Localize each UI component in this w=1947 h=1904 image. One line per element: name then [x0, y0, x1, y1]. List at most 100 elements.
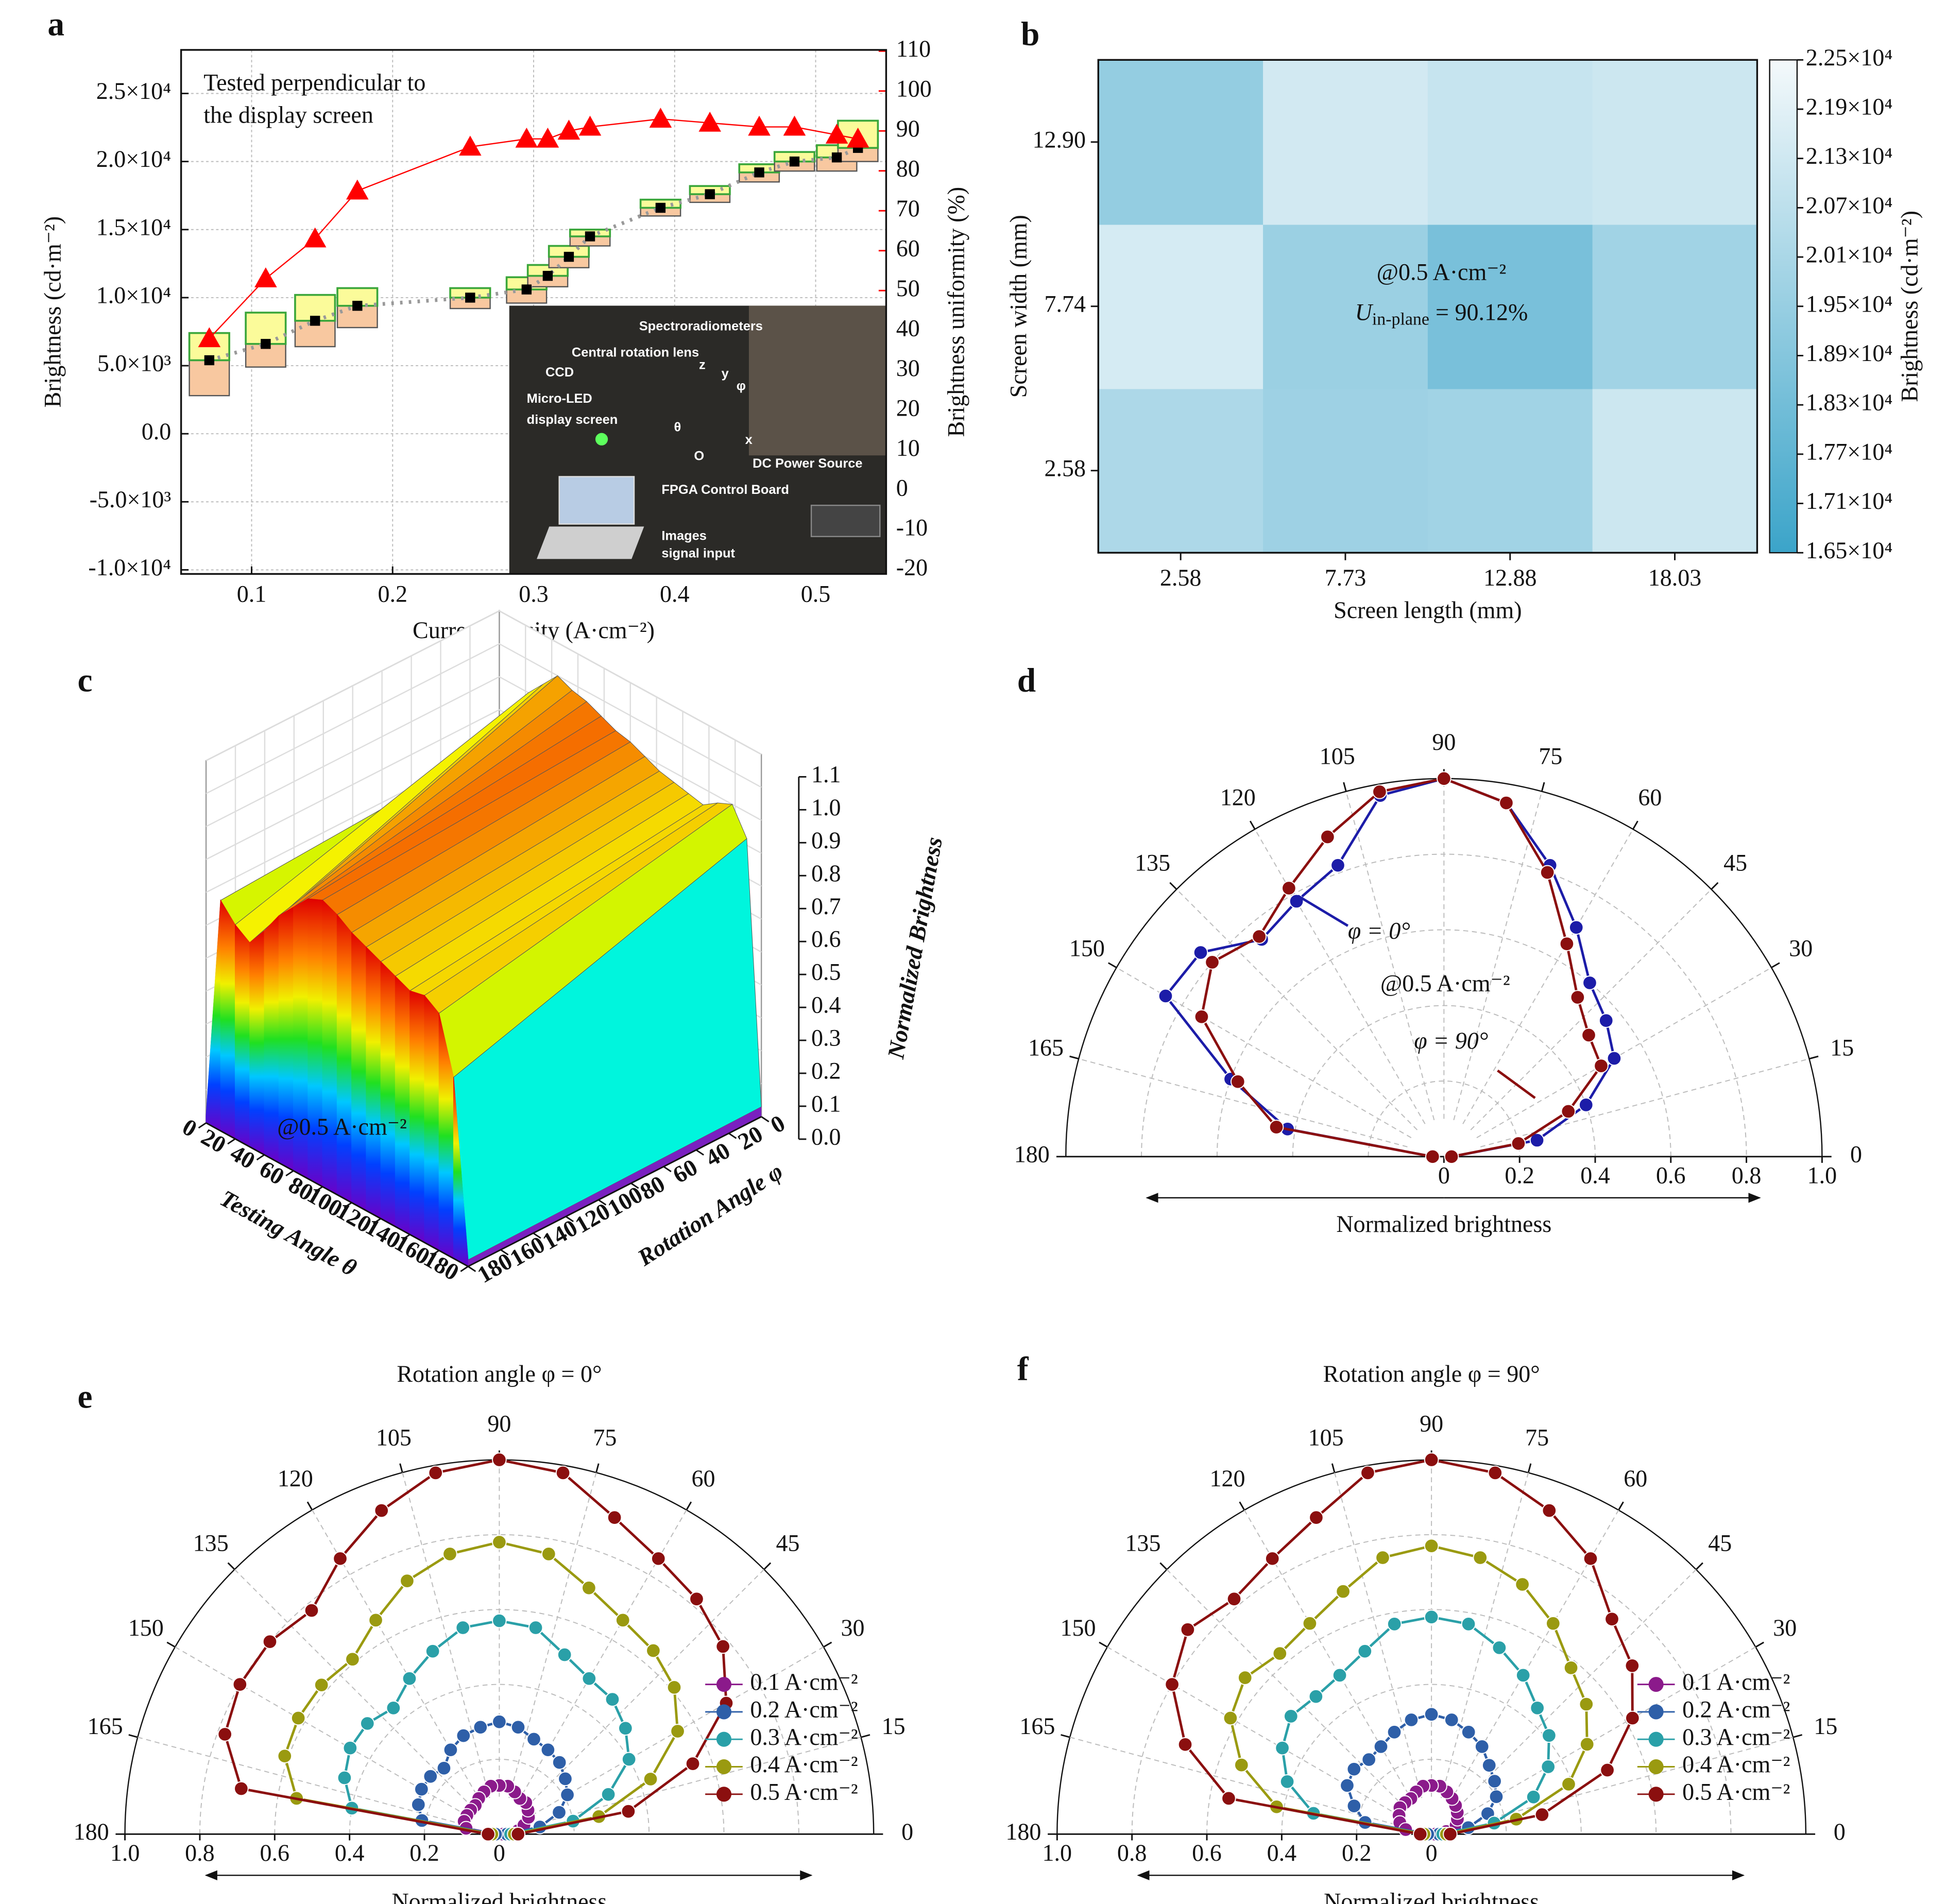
y2-tick-label: 20 — [896, 394, 920, 421]
mean-marker — [261, 339, 271, 349]
polar-point — [1424, 1538, 1439, 1553]
angle-tick-label: 165 — [1019, 1713, 1055, 1739]
mean-marker — [705, 189, 715, 199]
polar-point — [1221, 1791, 1236, 1806]
mean-marker — [542, 270, 553, 281]
polar-point — [1230, 1074, 1245, 1089]
legend-marker — [716, 1677, 732, 1692]
polar-point — [1332, 1668, 1347, 1683]
x-tick — [344, 1202, 352, 1209]
polar-point — [1424, 1707, 1439, 1722]
z-tick-label: 0.9 — [811, 827, 841, 853]
polar-point — [541, 1547, 556, 1562]
box-lower — [189, 359, 230, 397]
polar-point — [607, 1510, 622, 1525]
y-tick-label: 7.74 — [1045, 290, 1086, 317]
radial-grid — [1281, 1684, 1582, 1834]
angle-grid — [1476, 967, 1772, 1138]
polar-point — [528, 1620, 543, 1635]
legend-label: 0.5 A·cm⁻² — [1682, 1778, 1790, 1805]
y-axis-label: Brightness (cd·m⁻²) — [39, 216, 65, 408]
x-tick-label: 18.03 — [1648, 564, 1702, 591]
colorbar-tick-label: 1.77×10⁴ — [1806, 438, 1893, 465]
radial-tick-label: 0.2 — [1505, 1162, 1534, 1189]
polar-point — [1413, 1827, 1428, 1842]
angle-tick — [306, 1501, 313, 1511]
polar-point — [1578, 1097, 1594, 1112]
uniformity-marker — [846, 127, 869, 148]
polar-point — [558, 1771, 573, 1787]
y-tick — [468, 1265, 476, 1272]
y-tick-label: 5.0×10³ — [97, 350, 171, 376]
angle-grid — [525, 1569, 764, 1808]
angle-tick-label: 60 — [691, 1465, 715, 1491]
x-tick-label: 0.3 — [519, 581, 549, 607]
x-axis-label: Normalized brightness — [391, 1889, 607, 1904]
polar-point — [232, 1677, 248, 1692]
surface-end — [468, 1107, 762, 1267]
polar-point — [1279, 1774, 1295, 1789]
z-tick-label: 0.0 — [811, 1123, 841, 1150]
angle-tick — [1159, 1562, 1168, 1570]
heat-cell — [1592, 224, 1758, 389]
polar-point — [1424, 1609, 1439, 1625]
heat-cell — [1098, 388, 1264, 554]
angle-tick-label: 165 — [1028, 1034, 1064, 1060]
polar-point — [1387, 1617, 1402, 1632]
polar-point — [1444, 1712, 1459, 1727]
polar-point — [1275, 1740, 1290, 1756]
z-tick-label: 0.2 — [811, 1058, 841, 1084]
polar-point — [510, 1827, 526, 1842]
mean-marker — [310, 316, 320, 326]
angle-tick-label: 120 — [1209, 1465, 1245, 1491]
legend-marker — [716, 1759, 732, 1775]
polar-point — [1499, 795, 1514, 811]
polar-point — [1529, 1133, 1545, 1148]
radial-tick-label: 0.8 — [1732, 1162, 1762, 1189]
polar-point — [1625, 1710, 1640, 1726]
heat-cell — [1263, 60, 1429, 225]
inset-laptop — [558, 476, 635, 525]
radial-tick-label: 0.4 — [335, 1840, 365, 1866]
polar-point — [621, 1752, 637, 1767]
annotation: @0.5 A·cm⁻² — [1380, 970, 1510, 996]
inset-label: signal input — [661, 546, 735, 560]
angle-tick-label: 60 — [1624, 1465, 1647, 1491]
legend-label: 0.3 A·cm⁻² — [1682, 1724, 1790, 1750]
pointer-arrow — [1297, 895, 1349, 927]
x-tick — [460, 1265, 469, 1272]
y2-tick-label: 30 — [896, 355, 920, 381]
polar-point — [1340, 1778, 1355, 1793]
x-axis-label: Normalized brightness — [1336, 1211, 1551, 1237]
inset-label: Micro-LED — [527, 391, 592, 406]
uniformity-marker — [254, 267, 277, 287]
colorbar-tick-label: 2.19×10⁴ — [1806, 94, 1893, 120]
polar-point — [1607, 1051, 1622, 1066]
y2-tick-label: 100 — [896, 75, 932, 101]
radial-tick-label: 0.6 — [1192, 1840, 1222, 1866]
heat-cell — [1263, 388, 1429, 554]
formula-value: = 90.12% — [1436, 299, 1528, 325]
x-tick — [256, 1154, 265, 1161]
polar-point — [1375, 1550, 1390, 1565]
polar-point — [1252, 929, 1267, 944]
polar-point — [333, 1551, 348, 1566]
legend-label: 0.5 A·cm⁻² — [750, 1778, 858, 1805]
angle-tick-label: 90 — [1420, 1411, 1443, 1437]
angle-tick-label: 150 — [128, 1615, 164, 1641]
surface-front — [264, 915, 279, 1163]
angle-tick-label: 120 — [278, 1465, 313, 1491]
angle-tick — [1331, 1463, 1336, 1473]
polar-point — [443, 1742, 458, 1757]
x-tick — [285, 1170, 294, 1177]
polar-point — [1234, 1757, 1249, 1773]
polar-point — [555, 1465, 571, 1481]
angle-tick-label: 0 — [1850, 1141, 1862, 1167]
angle-tick — [861, 1734, 870, 1738]
legend-marker — [1648, 1731, 1664, 1747]
z-tick-label: 0.1 — [811, 1091, 841, 1117]
angle-tick — [227, 1562, 235, 1570]
colorbar-tick-label: 1.89×10⁴ — [1806, 340, 1893, 366]
legend-marker — [716, 1731, 732, 1747]
angle-tick-label: 150 — [1069, 935, 1105, 961]
